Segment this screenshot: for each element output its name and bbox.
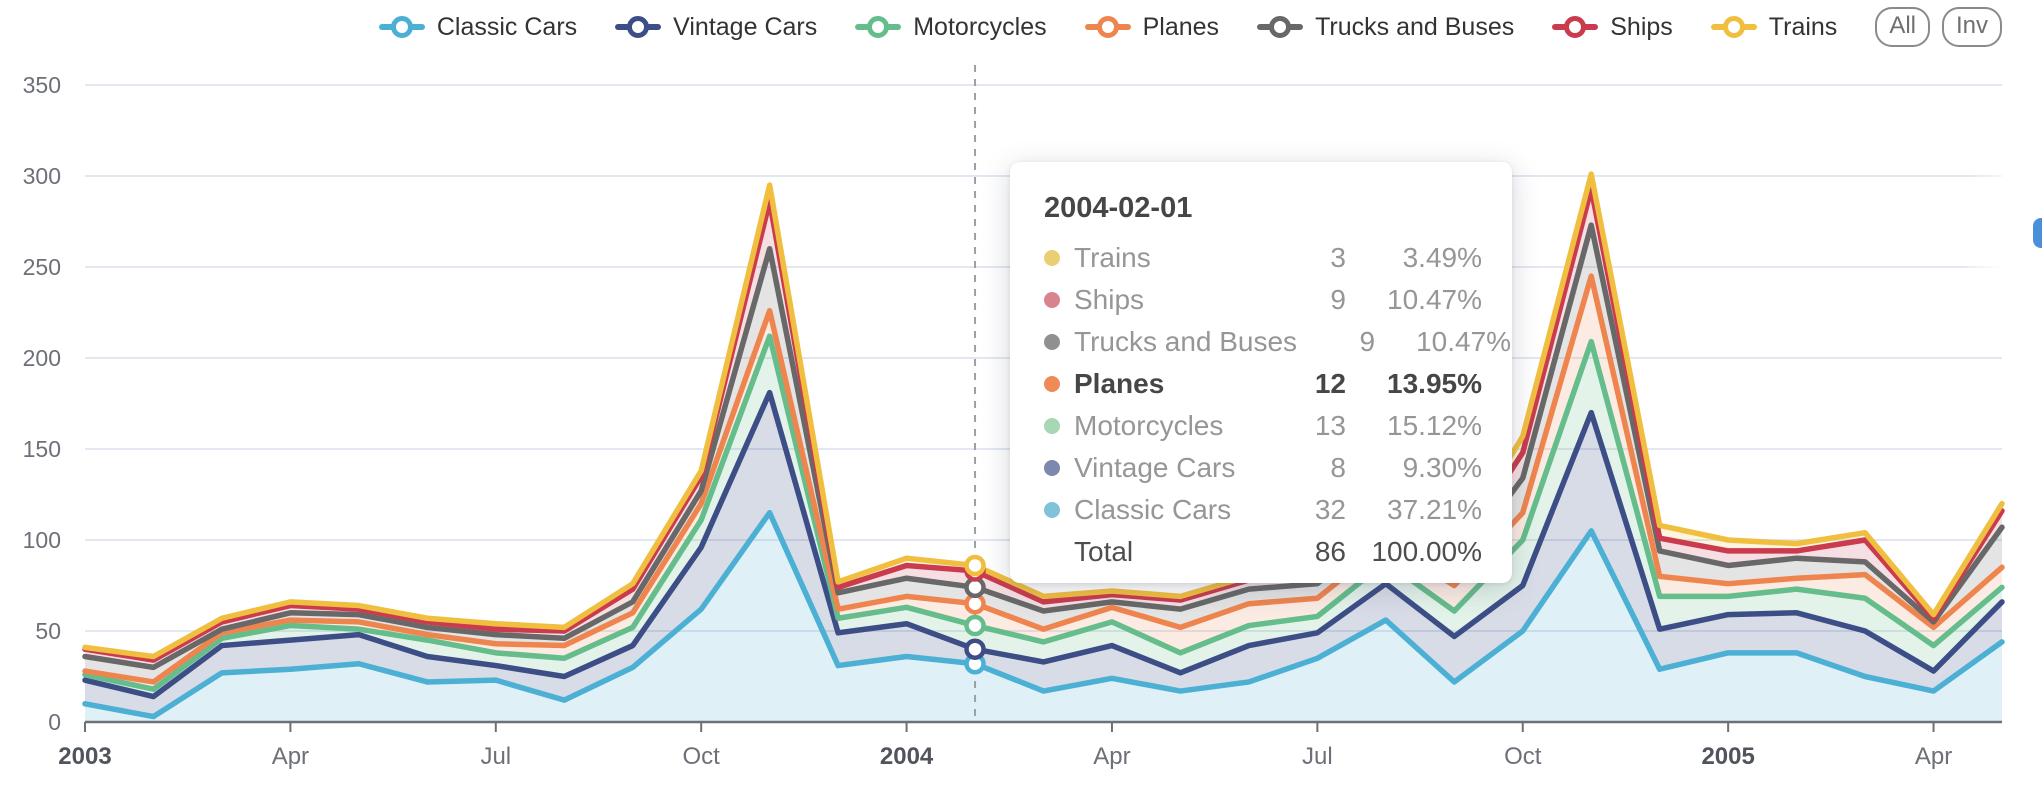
legend-item-label: Planes <box>1142 12 1220 41</box>
floating-button-cutoff[interactable] <box>2033 218 2042 248</box>
legend-item-label: Trucks and Buses <box>1315 12 1515 41</box>
x-axis-label: Apr <box>1915 743 1952 770</box>
x-axis-label: Oct <box>1504 743 1542 770</box>
y-axis-label: 200 <box>23 345 61 371</box>
legend-item-ships[interactable]: Ships <box>1552 13 1673 42</box>
series-line-trucks-and-buses[interactable] <box>82 222 2005 671</box>
legend-item-classic-cars[interactable]: Classic Cars <box>378 12 578 42</box>
series-dot-icon <box>1044 502 1060 518</box>
tooltip-series-name: Classic Cars <box>1074 494 1232 525</box>
tooltip-total-label: Total <box>1074 536 1134 567</box>
x-axis-label: Jul <box>480 743 511 770</box>
legend-inverse-button[interactable]: Inv <box>1941 7 2002 47</box>
series-dot-icon <box>1044 250 1060 266</box>
legend-item-label: Motorcycles <box>913 12 1047 41</box>
tooltip-total-percent: 100.00% <box>1371 536 1482 567</box>
tooltip-series-percent: 9.30% <box>1402 452 1482 483</box>
legend-item-trains[interactable]: Trains <box>1710 12 1838 42</box>
y-axis-label: 50 <box>35 618 61 644</box>
legend-item-trucks-and-buses[interactable]: Trucks and Buses <box>1257 13 1514 42</box>
series-line-ships[interactable] <box>82 185 2005 663</box>
legend-item-vintage-cars[interactable]: Vintage Cars <box>615 13 817 42</box>
x-axis-label: Apr <box>1093 743 1130 770</box>
tooltip-series-value: 32 <box>1314 494 1346 525</box>
x-axis-label: 2004 <box>880 743 934 770</box>
tooltip-series-name: Ships <box>1074 284 1145 315</box>
series-dot-icon <box>1044 292 1060 308</box>
legend-item-motorcycles[interactable]: Motorcycles <box>855 12 1047 42</box>
series-dot-icon <box>1044 376 1060 392</box>
highlight-marker-motorcycles <box>964 614 986 637</box>
legend-item-planes[interactable]: Planes <box>1084 12 1220 42</box>
legend-line-circle-icon <box>1084 15 1131 39</box>
series-line-motorcycles[interactable] <box>82 333 2005 692</box>
series-line-planes[interactable] <box>82 273 2005 685</box>
legend-item-label: Trains <box>1768 12 1838 41</box>
x-axis-label: Oct <box>683 743 721 770</box>
tooltip-series-value: 12 <box>1314 368 1346 399</box>
series-line-vintage-cars[interactable] <box>82 389 2005 700</box>
legend-item-label: Classic Cars <box>436 12 578 41</box>
tooltip-series-percent: 15.12% <box>1387 410 1482 441</box>
tooltip-series-row: Motorcycles 13 15.12% <box>1044 405 1482 447</box>
tooltip-total-spacer <box>1044 544 1060 560</box>
legend-select-all-button[interactable]: All <box>1875 7 1930 47</box>
tooltip-series-name: Motorcycles <box>1074 410 1224 441</box>
tooltip-series-name: Trains <box>1074 242 1151 273</box>
x-axis-label: 2005 <box>1701 743 1754 770</box>
series-dot-icon <box>1044 460 1060 476</box>
x-axis-label: Apr <box>272 743 309 770</box>
tooltip-series-percent: 3.49% <box>1402 242 1482 273</box>
series-dot-icon <box>1044 334 1060 350</box>
y-axis-label: 250 <box>23 254 61 280</box>
tooltip-series-row: Vintage Cars 8 9.30% <box>1044 447 1482 489</box>
tooltip-series-value: 13 <box>1314 410 1346 441</box>
y-axis-label: 300 <box>23 163 61 189</box>
legend: Classic Cars Vintage Cars Motorcycles Plane… <box>0 6 2002 48</box>
y-axis-label: 150 <box>23 436 61 462</box>
highlight-marker-vintage-cars <box>964 638 986 660</box>
series-line-trains[interactable] <box>82 171 2005 660</box>
legend-line-circle-icon <box>1257 15 1304 39</box>
y-axis-label: 350 <box>23 72 61 98</box>
x-axis-label: 2003 <box>58 743 111 770</box>
area-fill-classic-cars <box>85 512 2002 722</box>
legend-line-circle-icon <box>855 15 902 39</box>
tooltip-series-value: 9 <box>1359 326 1376 357</box>
highlight-marker-trains <box>964 554 986 577</box>
tooltip-series-value: 3 <box>1330 242 1346 273</box>
tooltip-series-row: Trucks and Buses 9 10.47% <box>1044 321 1511 363</box>
y-axis-label: 100 <box>23 527 61 553</box>
area-fill-vintage-cars <box>85 392 2002 717</box>
tooltip-series-value: 9 <box>1330 284 1346 315</box>
tooltip-series-row: Ships 9 10.47% <box>1044 279 1482 321</box>
tooltip-series-percent: 37.21% <box>1387 494 1482 525</box>
tooltip-series-name: Trucks and Buses <box>1074 326 1298 357</box>
series-line-classic-cars[interactable] <box>82 509 2005 720</box>
tooltip-series-percent: 10.47% <box>1387 284 1482 315</box>
tooltip-date-title: 2004-02-01 <box>1044 192 1193 224</box>
tooltip-series-row: Trains 3 3.49% <box>1044 237 1482 279</box>
legend-line-circle-icon <box>378 15 425 39</box>
legend-item-label: Vintage Cars <box>673 12 818 41</box>
y-axis-label: 0 <box>48 709 61 735</box>
tooltip-series-name: Vintage Cars <box>1074 452 1236 483</box>
tooltip-series-row: Planes 12 13.95% <box>1044 363 1482 405</box>
tooltip-series-value: 8 <box>1330 452 1346 483</box>
legend-line-circle-icon <box>1552 15 1599 39</box>
tooltip-series-name: Planes <box>1074 368 1165 399</box>
chart-tooltip: 2004-02-01 Trains 3 3.49% Ships 9 10.47% Truck… <box>1010 162 1512 583</box>
x-axis-label: Jul <box>1302 743 1333 770</box>
tooltip-series-percent: 10.47% <box>1416 326 1512 357</box>
tooltip-total-value: 86 <box>1314 536 1346 567</box>
tooltip-total-row: Total 86 100.00% <box>1044 531 1482 573</box>
series-dot-icon <box>1044 418 1060 434</box>
legend-line-circle-icon <box>615 15 662 39</box>
legend-line-circle-icon <box>1710 15 1757 39</box>
tooltip-series-percent: 13.95% <box>1387 368 1482 399</box>
legend-item-label: Ships <box>1610 12 1673 41</box>
tooltip-series-row: Classic Cars 32 37.21% <box>1044 489 1482 531</box>
